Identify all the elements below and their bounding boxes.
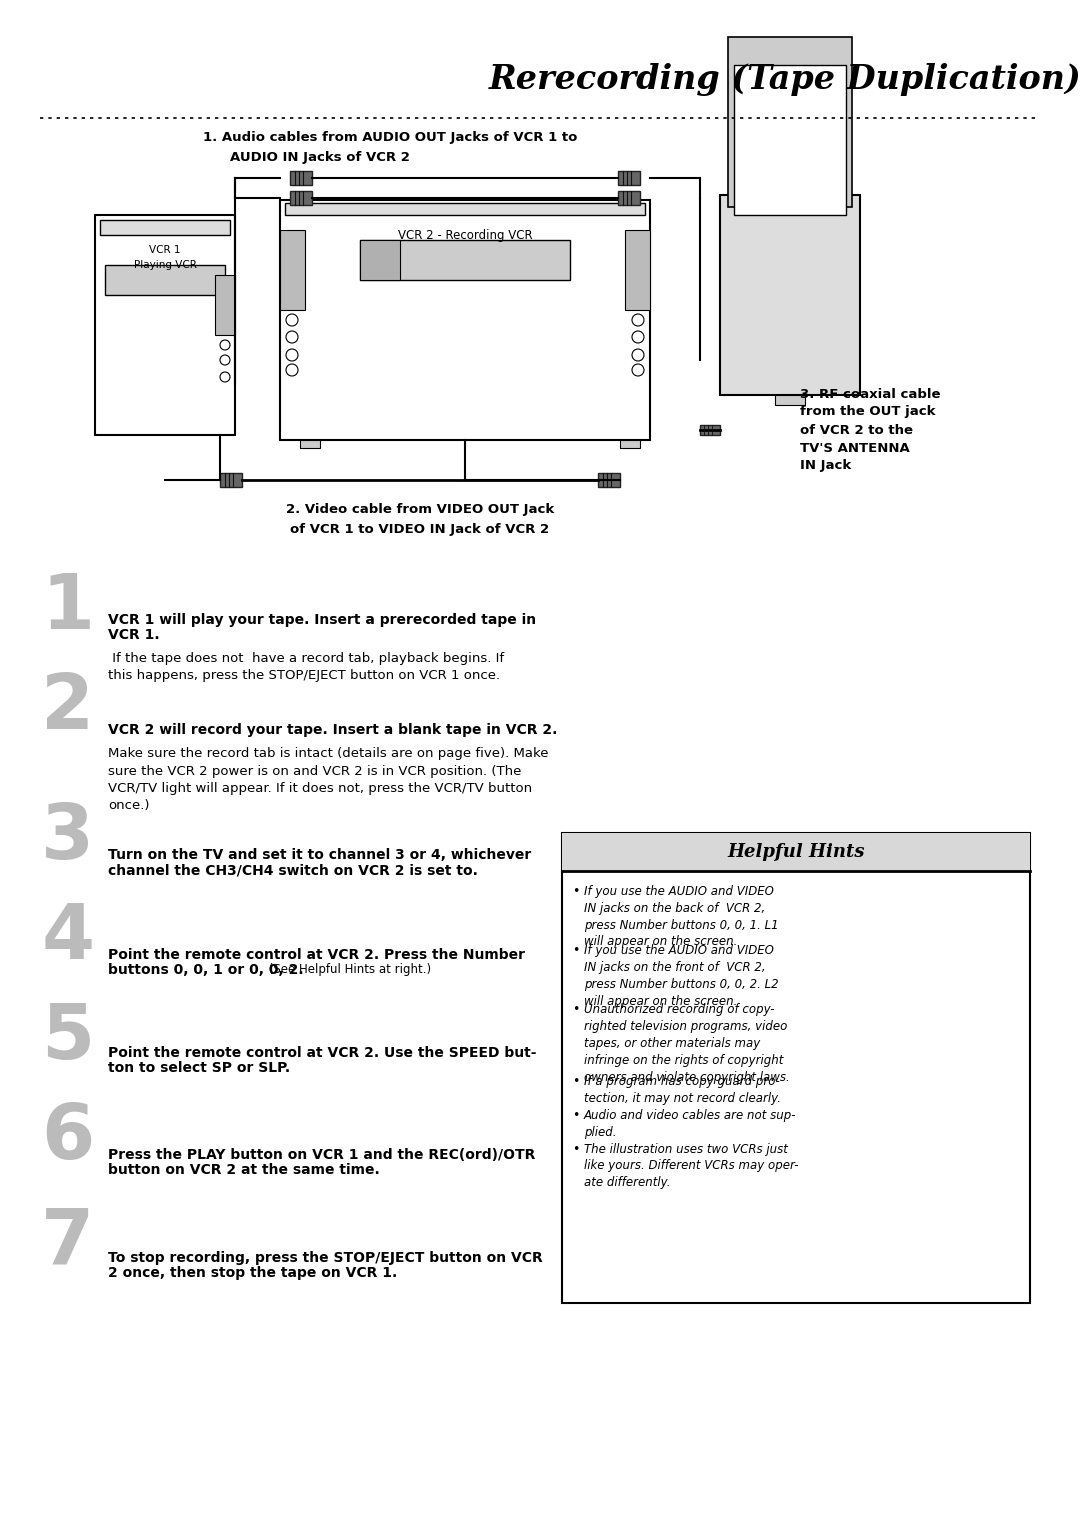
Text: 3. RF coaxial cable
from the OUT jack
of VCR 2 to the
TV'S ANTENNA
IN Jack: 3. RF coaxial cable from the OUT jack of… [800, 388, 941, 472]
Bar [598, 474, 620, 487]
Text: 1. Audio cables from AUDIO OUT Jacks of VCR 1 to: 1. Audio cables from AUDIO OUT Jacks of … [203, 131, 577, 145]
Text: 2. Video cable from VIDEO OUT Jack: 2. Video cable from VIDEO OUT Jack [286, 504, 554, 516]
Text: Unauthorized recording of copy-
righted television programs, video
tapes, or oth: Unauthorized recording of copy- righted … [584, 1004, 789, 1083]
Bar [720, 196, 860, 396]
Text: 6: 6 [41, 1102, 95, 1175]
Text: VCR 1.: VCR 1. [108, 628, 160, 642]
Bar [734, 66, 846, 215]
Circle shape [286, 332, 298, 342]
Text: 2 once, then stop the tape on VCR 1.: 2 once, then stop the tape on VCR 1. [108, 1267, 397, 1280]
Text: VCR 2 - Recording VCR: VCR 2 - Recording VCR [397, 229, 532, 241]
Text: 7: 7 [41, 1206, 95, 1280]
Bar [105, 264, 225, 295]
Circle shape [220, 354, 230, 365]
Circle shape [286, 364, 298, 376]
Text: ton to select SP or SLP.: ton to select SP or SLP. [108, 1060, 291, 1076]
Text: (See Helpful Hints at right.): (See Helpful Hints at right.) [265, 964, 431, 976]
Text: Point the remote control at VCR 2. Use the SPEED but-: Point the remote control at VCR 2. Use t… [108, 1047, 537, 1060]
Circle shape [632, 332, 644, 342]
Bar [300, 440, 320, 448]
Bar [618, 171, 640, 185]
Text: •: • [572, 1143, 579, 1155]
Text: button on VCR 2 at the same time.: button on VCR 2 at the same time. [108, 1163, 380, 1177]
Bar [291, 171, 312, 185]
Bar [562, 833, 1030, 1303]
Text: 1: 1 [41, 571, 95, 645]
Text: The illustration uses two VCRs just
like yours. Different VCRs may oper-
ate dif: The illustration uses two VCRs just like… [584, 1143, 798, 1189]
Text: Helpful Hints: Helpful Hints [727, 843, 865, 860]
Text: VCR 1: VCR 1 [149, 244, 180, 255]
Circle shape [632, 313, 644, 325]
Text: Point the remote control at VCR 2. Press the Number: Point the remote control at VCR 2. Press… [108, 947, 525, 963]
Text: •: • [572, 944, 579, 957]
Text: If you use the AUDIO and VIDEO
IN jacks on the back of  VCR 2,
press Number butt: If you use the AUDIO and VIDEO IN jacks … [584, 885, 779, 949]
Text: Press the PLAY button on VCR 1 and the REC(ord)/OTR: Press the PLAY button on VCR 1 and the R… [108, 1148, 536, 1161]
Circle shape [220, 341, 230, 350]
Bar [360, 240, 400, 280]
Bar [618, 191, 640, 205]
Bar [280, 231, 305, 310]
Text: To stop recording, press the STOP/EJECT button on VCR: To stop recording, press the STOP/EJECT … [108, 1251, 543, 1265]
Text: channel the CH3/CH4 switch on VCR 2 is set to.: channel the CH3/CH4 switch on VCR 2 is s… [108, 863, 477, 877]
Bar [291, 191, 312, 205]
Text: •: • [572, 1109, 579, 1122]
Circle shape [286, 348, 298, 361]
Bar [360, 240, 570, 280]
Bar [95, 215, 235, 435]
Text: 4: 4 [41, 902, 95, 975]
Text: VCR 2 will record your tape. Insert a blank tape in VCR 2.: VCR 2 will record your tape. Insert a bl… [108, 723, 557, 736]
Text: Make sure the record tab is intact (details are on page five). Make
sure the VCR: Make sure the record tab is intact (deta… [108, 747, 549, 813]
Text: Audio and video cables are not sup-
plied.: Audio and video cables are not sup- plie… [584, 1109, 797, 1138]
Circle shape [632, 364, 644, 376]
Text: buttons 0, 0, 1 or 0, 0, 2.: buttons 0, 0, 1 or 0, 0, 2. [108, 963, 303, 976]
Text: 5: 5 [41, 1001, 95, 1076]
Bar [562, 833, 1030, 871]
Bar [620, 440, 640, 448]
Bar [700, 425, 720, 435]
Text: 3: 3 [41, 801, 95, 876]
Text: 2: 2 [41, 671, 95, 746]
Text: Turn on the TV and set it to channel 3 or 4, whichever: Turn on the TV and set it to channel 3 o… [108, 848, 531, 862]
Text: •: • [572, 885, 579, 898]
Bar [280, 200, 650, 440]
Text: AUDIO IN Jacks of VCR 2: AUDIO IN Jacks of VCR 2 [230, 151, 410, 165]
Text: VCR 1 will play your tape. Insert a prerecorded tape in: VCR 1 will play your tape. Insert a prer… [108, 613, 536, 626]
Text: If the tape does not  have a record tab, playback begins. If
this happens, press: If the tape does not have a record tab, … [108, 652, 504, 683]
Circle shape [286, 313, 298, 325]
Text: If a program has copy guard pro-
tection, it may not record clearly.: If a program has copy guard pro- tection… [584, 1076, 781, 1105]
Text: •: • [572, 1076, 579, 1088]
Bar [625, 231, 650, 310]
Text: •: • [572, 1004, 579, 1016]
Circle shape [632, 348, 644, 361]
Text: Playing VCR: Playing VCR [134, 260, 197, 270]
Bar [215, 275, 235, 335]
Bar [775, 396, 805, 405]
Text: If you use the AUDIO and VIDEO
IN jacks on the front of  VCR 2,
press Number but: If you use the AUDIO and VIDEO IN jacks … [584, 944, 779, 1007]
Bar [100, 220, 230, 235]
Bar [285, 203, 645, 215]
Text: Rerecording (Tape Duplication)  33: Rerecording (Tape Duplication) 33 [489, 64, 1080, 96]
Bar [220, 474, 242, 487]
Text: of VCR 1 to VIDEO IN Jack of VCR 2: of VCR 1 to VIDEO IN Jack of VCR 2 [291, 524, 550, 536]
Circle shape [220, 371, 230, 382]
Bar [728, 37, 852, 206]
